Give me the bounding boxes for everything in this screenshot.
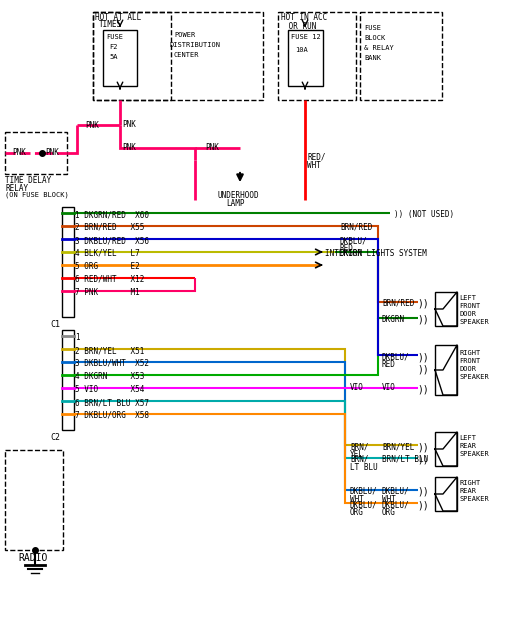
Text: DOOR: DOOR <box>459 366 476 372</box>
Text: C2: C2 <box>50 433 60 442</box>
Text: 5A: 5A <box>109 54 118 60</box>
Text: 5 VIO       X54: 5 VIO X54 <box>75 385 144 394</box>
Text: PNK: PNK <box>85 121 99 130</box>
Text: )): )) <box>417 487 429 497</box>
Text: 3 DKBLU/WHT  X52: 3 DKBLU/WHT X52 <box>75 359 149 368</box>
Text: TIME DELAY: TIME DELAY <box>5 176 51 185</box>
Text: SPEAKER: SPEAKER <box>459 374 489 380</box>
Text: INTERIOR LIGHTS SYSTEM: INTERIOR LIGHTS SYSTEM <box>325 249 427 258</box>
Text: REAR: REAR <box>459 488 476 494</box>
Text: 4 DKGRN     X53: 4 DKGRN X53 <box>75 372 144 381</box>
Text: CENTER: CENTER <box>174 52 200 58</box>
Text: 3 DKBLU/RED  X56: 3 DKBLU/RED X56 <box>75 236 149 245</box>
Text: RED/: RED/ <box>307 152 326 161</box>
Text: LAMP: LAMP <box>226 199 245 208</box>
Text: DKBLU/: DKBLU/ <box>340 236 367 245</box>
Text: RELAY: RELAY <box>5 184 28 193</box>
Text: WHT: WHT <box>350 495 364 504</box>
Text: )): )) <box>417 299 429 309</box>
Text: OR RUN: OR RUN <box>284 22 317 31</box>
Text: 2 BRN/YEL   X51: 2 BRN/YEL X51 <box>75 346 144 355</box>
Text: 7 PNK       M1: 7 PNK M1 <box>75 288 140 297</box>
Text: DKGRN: DKGRN <box>382 315 405 324</box>
Text: C1: C1 <box>50 320 60 329</box>
Text: BRN/: BRN/ <box>350 442 369 451</box>
Text: BANK: BANK <box>364 55 381 61</box>
Text: DKBLU/: DKBLU/ <box>350 500 378 509</box>
Text: BRN/RED: BRN/RED <box>340 223 372 232</box>
Text: 1: 1 <box>75 333 80 342</box>
Text: ORG: ORG <box>350 508 364 517</box>
Text: )): )) <box>417 500 429 510</box>
Text: FUSE 12: FUSE 12 <box>291 34 321 40</box>
Text: RIGHT: RIGHT <box>459 480 480 486</box>
Text: REAR: REAR <box>459 443 476 449</box>
Text: LT BLU: LT BLU <box>350 463 378 472</box>
Text: RED: RED <box>382 360 396 369</box>
Text: WHT: WHT <box>382 495 396 504</box>
Text: DKBLU/: DKBLU/ <box>382 352 410 361</box>
Text: F2: F2 <box>109 44 118 50</box>
Text: SPEAKER: SPEAKER <box>459 451 489 457</box>
Text: RIGHT: RIGHT <box>459 350 480 356</box>
Text: SPEAKER: SPEAKER <box>459 319 489 325</box>
Text: PNK: PNK <box>122 143 136 152</box>
Text: PNK: PNK <box>45 148 59 157</box>
Text: 5 ORG       E2: 5 ORG E2 <box>75 262 140 271</box>
Text: PNK: PNK <box>12 148 26 157</box>
Text: BRN/RED: BRN/RED <box>382 299 414 308</box>
Text: UNDERHOOD: UNDERHOOD <box>218 191 260 200</box>
Text: DOOR: DOOR <box>459 311 476 317</box>
Text: 10A: 10A <box>295 47 308 53</box>
Text: DISTRIBUTION: DISTRIBUTION <box>170 42 221 48</box>
Text: )): )) <box>417 315 429 325</box>
Text: BRN/LT BLU: BRN/LT BLU <box>382 455 428 464</box>
Text: FUSE: FUSE <box>106 34 123 40</box>
Text: )): )) <box>417 385 429 395</box>
Text: FRONT: FRONT <box>459 303 480 309</box>
Text: 4 BLK/YEL   L7: 4 BLK/YEL L7 <box>75 249 140 258</box>
Text: )): )) <box>417 442 429 452</box>
Text: 6 BRN/LT BLU X57: 6 BRN/LT BLU X57 <box>75 398 149 407</box>
Text: RADIO: RADIO <box>18 553 47 563</box>
Text: PNK: PNK <box>122 120 136 129</box>
Text: VIO: VIO <box>382 383 396 392</box>
Text: )): )) <box>417 352 429 362</box>
Text: 2 BRN/RED   X55: 2 BRN/RED X55 <box>75 223 144 232</box>
Text: DKBLU/: DKBLU/ <box>350 487 378 496</box>
Text: ORG: ORG <box>382 508 396 517</box>
Text: BLOCK: BLOCK <box>364 35 385 41</box>
Text: 1 DKGRN/RED  X60: 1 DKGRN/RED X60 <box>75 210 149 219</box>
Text: HOT IN ACC: HOT IN ACC <box>281 13 327 22</box>
Text: VIO: VIO <box>350 383 364 392</box>
Text: (ON FUSE BLOCK): (ON FUSE BLOCK) <box>5 192 69 198</box>
Text: )): )) <box>417 455 429 465</box>
Text: FUSE: FUSE <box>364 25 381 31</box>
Text: WHT: WHT <box>307 161 321 170</box>
Text: DKBLU/: DKBLU/ <box>382 500 410 509</box>
Text: 7 DKBLU/ORG  X58: 7 DKBLU/ORG X58 <box>75 411 149 420</box>
Text: LEFT: LEFT <box>459 295 476 301</box>
Text: SPEAKER: SPEAKER <box>459 496 489 502</box>
Text: RED: RED <box>340 244 354 253</box>
Text: TIMES: TIMES <box>99 20 122 29</box>
Text: )): )) <box>417 365 429 375</box>
Text: FRONT: FRONT <box>459 358 480 364</box>
Text: DKGRN: DKGRN <box>340 249 363 258</box>
Text: 6 RED/WHT   X12: 6 RED/WHT X12 <box>75 275 144 284</box>
Text: BRN/: BRN/ <box>350 455 369 464</box>
Text: POWER: POWER <box>174 32 195 38</box>
Text: HOT AT ALL: HOT AT ALL <box>95 13 141 22</box>
Text: LEFT: LEFT <box>459 435 476 441</box>
Text: PNK: PNK <box>205 143 219 152</box>
Text: )) (NOT USED): )) (NOT USED) <box>394 210 454 219</box>
Text: YEL: YEL <box>350 450 364 459</box>
Text: BRN/YEL: BRN/YEL <box>382 442 414 451</box>
Text: DKBLU/: DKBLU/ <box>382 487 410 496</box>
Text: & RELAY: & RELAY <box>364 45 394 51</box>
